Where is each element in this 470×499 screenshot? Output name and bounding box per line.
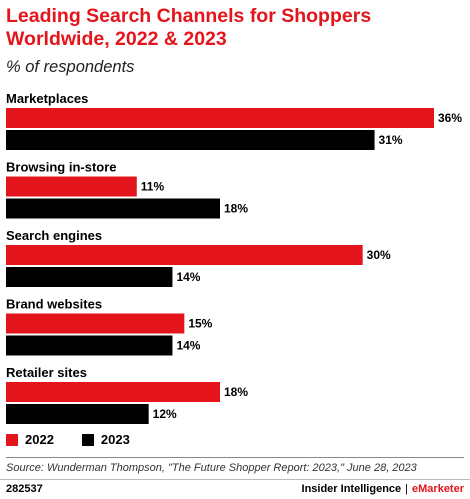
value-label-2022-brand-websites: 15% bbox=[188, 317, 212, 331]
value-label-2023-search-engines: 14% bbox=[176, 270, 200, 284]
legend-label-2023: 2023 bbox=[100, 432, 130, 447]
bar-2023-search-engines bbox=[6, 267, 173, 287]
value-label-2022-search-engines: 30% bbox=[367, 248, 391, 262]
category-label-search-engines: Search engines bbox=[6, 228, 102, 243]
value-label-2023-brand-websites: 14% bbox=[176, 339, 200, 353]
chart-title: Leading Search Channels for Shoppers Wor… bbox=[6, 5, 372, 50]
bar-chart: Marketplaces 36% 31% Browsing in-store 11% 18… bbox=[6, 91, 462, 424]
value-label-2023-marketplaces: 31% bbox=[379, 133, 403, 147]
legend-item-2023: 2023 bbox=[81, 432, 130, 447]
bar-2022-search-engines bbox=[6, 245, 363, 265]
bar-2022-retailer-sites bbox=[6, 382, 220, 402]
bar-2023-brand-websites bbox=[6, 335, 173, 356]
legend-swatch-2023 bbox=[81, 433, 94, 446]
value-label-2023-browsing-in-store: 18% bbox=[224, 202, 248, 216]
bar-2023-retailer-sites bbox=[6, 404, 149, 424]
chart-subtitle: % of respondents bbox=[6, 58, 135, 76]
legend-label-2022: 2022 bbox=[25, 432, 54, 447]
legend-item-2022: 2022 bbox=[6, 432, 54, 447]
category-label-marketplaces: Marketplaces bbox=[6, 91, 88, 106]
category-label-retailer-sites: Retailer sites bbox=[6, 365, 87, 380]
bar-2022-brand-websites bbox=[6, 313, 185, 334]
category-label-browsing-in-store: Browsing in-store bbox=[6, 160, 117, 175]
value-label-2022-browsing-in-store: 11% bbox=[141, 180, 165, 194]
value-label-2023-retailer-sites: 12% bbox=[153, 407, 177, 421]
bar-2023-browsing-in-store bbox=[6, 198, 220, 219]
legend-swatch-2022 bbox=[6, 433, 18, 446]
bar-2023-marketplaces bbox=[6, 130, 375, 150]
bar-2022-marketplaces bbox=[6, 108, 434, 128]
footer-brand: Insider Intelligence | eMarketer bbox=[302, 483, 464, 495]
bar-2022-browsing-in-store bbox=[6, 176, 137, 197]
footer-divider bbox=[0, 479, 470, 480]
brand-emarketer: eMarketer bbox=[412, 483, 464, 495]
legend: 2022 2023 bbox=[6, 432, 130, 447]
source-divider bbox=[6, 457, 464, 458]
category-label-brand-websites: Brand websites bbox=[6, 297, 102, 312]
value-label-2022-retailer-sites: 18% bbox=[224, 385, 248, 399]
brand-insider-intelligence: Insider Intelligence bbox=[301, 483, 402, 495]
chart-id: 282537 bbox=[6, 483, 43, 495]
source-note: Source: Wunderman Thompson, "The Future … bbox=[6, 462, 417, 474]
value-label-2022-marketplaces: 36% bbox=[438, 111, 462, 125]
brand-separator: | bbox=[405, 483, 409, 495]
